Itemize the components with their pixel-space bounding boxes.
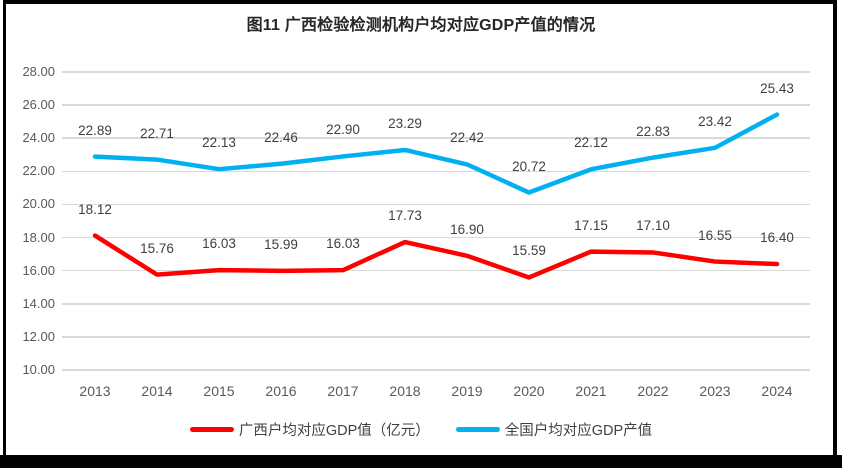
data-label: 23.42 bbox=[698, 113, 732, 129]
gridline bbox=[62, 71, 810, 73]
legend-label: 广西户均对应GDP值（亿元） bbox=[238, 422, 430, 439]
gridline bbox=[62, 203, 810, 206]
gridline bbox=[62, 236, 810, 239]
x-tick-label: 2016 bbox=[265, 383, 297, 399]
data-label: 22.13 bbox=[202, 135, 236, 151]
y-tick-label: 14.00 bbox=[22, 295, 55, 311]
data-label: 22.12 bbox=[574, 135, 608, 151]
window-border-bottom bbox=[0, 455, 842, 468]
gridline bbox=[62, 269, 810, 272]
data-label: 22.89 bbox=[78, 122, 112, 138]
data-label: 22.83 bbox=[636, 123, 670, 139]
gridline bbox=[62, 137, 810, 140]
gridline bbox=[62, 369, 810, 371]
y-tick-label: 18.00 bbox=[22, 229, 55, 245]
series-line-1 bbox=[92, 112, 780, 195]
y-tick-label: 24.00 bbox=[22, 130, 55, 146]
legend-line-swatch bbox=[189, 426, 234, 432]
data-label: 18.12 bbox=[78, 201, 112, 217]
y-tick-label: 20.00 bbox=[22, 196, 55, 212]
legend-line-swatch bbox=[455, 426, 500, 432]
x-tick-label: 2023 bbox=[699, 383, 731, 399]
data-label: 16.55 bbox=[698, 227, 732, 243]
gridline bbox=[62, 302, 810, 305]
legend: 广西户均对应GDP值（亿元） 全国户均对应GDP产值 bbox=[0, 419, 842, 439]
x-tick-label: 2020 bbox=[513, 383, 545, 399]
data-label: 22.71 bbox=[140, 125, 174, 141]
y-tick-label: 10.00 bbox=[22, 362, 55, 377]
series-line-0 bbox=[92, 233, 780, 280]
data-label: 15.59 bbox=[512, 243, 546, 259]
data-label: 17.73 bbox=[388, 208, 422, 224]
data-label: 22.42 bbox=[450, 130, 484, 146]
window-border-top bbox=[3, 0, 837, 4]
data-label: 20.72 bbox=[512, 158, 546, 174]
x-tick-label: 2024 bbox=[761, 383, 793, 399]
data-label: 22.90 bbox=[326, 122, 360, 138]
window-border-right bbox=[833, 0, 837, 455]
y-tick-label: 26.00 bbox=[22, 97, 55, 113]
gridline bbox=[62, 104, 810, 106]
data-label: 15.99 bbox=[264, 236, 298, 252]
x-tick-label: 2019 bbox=[451, 383, 483, 399]
chart-title: 图11 广西检验检测机构户均对应GDP产值的情况 bbox=[246, 17, 596, 34]
y-tick-label: 28.00 bbox=[22, 64, 55, 79]
data-label: 16.40 bbox=[760, 230, 794, 246]
y-tick-label: 16.00 bbox=[22, 262, 55, 278]
legend-item-0: 广西户均对应GDP值（亿元） bbox=[189, 419, 430, 440]
data-label: 16.03 bbox=[326, 236, 360, 252]
data-label: 17.15 bbox=[574, 217, 608, 233]
x-tick-label: 2013 bbox=[79, 383, 111, 399]
x-tick-label: 2014 bbox=[141, 383, 173, 399]
x-tick-label: 2017 bbox=[327, 383, 359, 399]
data-label: 15.76 bbox=[140, 240, 174, 256]
y-tick-label: 22.00 bbox=[22, 163, 55, 179]
data-label: 23.29 bbox=[388, 115, 422, 131]
gridline bbox=[62, 336, 810, 338]
data-label: 22.46 bbox=[264, 129, 298, 145]
gridline bbox=[62, 170, 810, 173]
x-tick-label: 2021 bbox=[575, 383, 607, 399]
x-tick-label: 2022 bbox=[637, 383, 669, 399]
data-label: 16.90 bbox=[450, 221, 484, 237]
x-tick-label: 2015 bbox=[203, 383, 235, 399]
data-label: 16.03 bbox=[202, 236, 236, 252]
legend-item-1: 全国户均对应GDP产值 bbox=[455, 419, 653, 440]
data-label: 25.43 bbox=[760, 80, 794, 96]
data-label: 17.10 bbox=[636, 218, 670, 234]
window-border-left bbox=[3, 0, 6, 455]
x-tick-label: 2018 bbox=[389, 383, 421, 399]
y-tick-label: 12.00 bbox=[22, 328, 55, 344]
legend-label: 全国户均对应GDP产值 bbox=[504, 422, 653, 439]
